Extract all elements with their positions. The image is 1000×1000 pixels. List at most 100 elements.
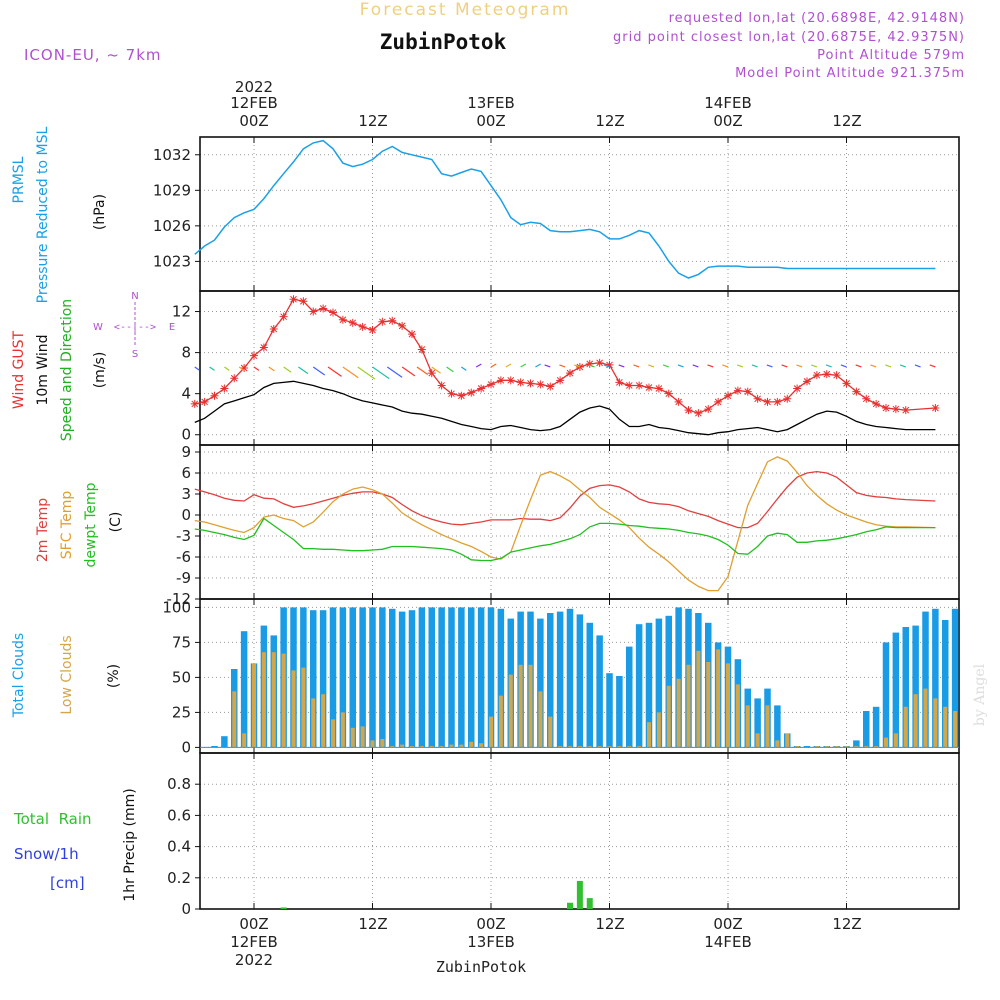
tick-top-4: 00Z [713, 112, 742, 130]
wind-unit: (m/s) [92, 352, 108, 389]
total-cloud-bar [932, 608, 939, 748]
ytick-label-3-2: 50 [172, 668, 191, 686]
total-cloud-bar [319, 610, 327, 748]
gust-marker [358, 322, 367, 331]
gust-marker [595, 358, 604, 367]
low-cloud-bar [943, 706, 948, 748]
date-label-top-0: 12FEB [230, 94, 277, 112]
wind-arrow [662, 364, 669, 368]
year-label-bottom: 2022 [235, 951, 273, 969]
compass-w: W [93, 322, 103, 333]
total-cloud-bar [240, 631, 248, 748]
gust-marker [417, 345, 426, 354]
gust-marker [891, 405, 900, 414]
low-cloud-bar [874, 746, 879, 748]
low-cloud-bar [271, 652, 276, 748]
low-cloud-bar [281, 653, 286, 748]
gust-marker [210, 391, 219, 400]
total-cloud-bar [487, 607, 495, 748]
total-cloud-bar [389, 608, 396, 748]
gust-marker [862, 394, 871, 403]
total-cloud-bar [566, 608, 574, 748]
ytick-label-3-4: 100 [162, 598, 191, 616]
wind-arrow [327, 366, 342, 377]
gust-marker [931, 404, 940, 413]
low-cloud-bar [419, 746, 424, 748]
pressure-msl-label: Pressure Reduced to MSL [35, 126, 51, 303]
gust-marker [496, 376, 505, 385]
total-cloud-bar [369, 607, 376, 748]
gust-marker [259, 343, 268, 352]
total-cloud-bar [655, 618, 663, 748]
ytick-label-4-4: 0.8 [167, 775, 191, 793]
year-label-top: 2022 [235, 78, 273, 96]
low-cloud-bar [331, 719, 335, 748]
ytick-label-2-1: -9 [176, 569, 191, 587]
low-cloud-bar [261, 652, 266, 748]
gust-marker [506, 376, 515, 385]
wind-arrow [811, 364, 818, 368]
wind-arrow [475, 363, 482, 368]
low-cloud-bar [459, 744, 464, 748]
gust-marker [467, 388, 476, 397]
ytick-label-0-3: 1032 [153, 146, 191, 164]
forecast-title: Forecast Meteogram [360, 0, 571, 20]
total-cloud-bar [596, 635, 603, 748]
ytick-label-2-0: -12 [167, 590, 192, 608]
pressure-line [194, 139, 936, 279]
low-cloud-bar [242, 733, 247, 748]
wind-arrow [520, 363, 527, 368]
wind-arrow [298, 366, 309, 375]
date-label-top-1: 13FEB [467, 94, 514, 112]
prmsl-label: PRMSL [11, 156, 27, 203]
tick-bottom-0: 00Z [239, 915, 268, 933]
total-cloud-bar [221, 736, 228, 748]
total-cloud-bar [556, 611, 564, 748]
ytick-label-4-3: 0.6 [167, 806, 191, 824]
low-cloud-bar [706, 662, 711, 748]
plot-layer: 102310261029103204812-12-9-6-30369025507… [153, 136, 960, 918]
clouds-unit: (%) [106, 664, 122, 688]
low-cloud-bar [350, 727, 355, 748]
wind-arrow [588, 364, 595, 368]
gust-marker [556, 376, 565, 385]
wind-arrow [722, 364, 729, 368]
model-altitude: Model Point Altitude 921.375m [735, 66, 965, 81]
low-cloud-bar [311, 698, 316, 748]
model-label: ICON-EU, ~ 7km [24, 46, 162, 64]
low-cloud-bar [903, 706, 908, 748]
ytick-label-3-1: 25 [172, 703, 191, 721]
ytick-label-2-7: 9 [181, 443, 191, 461]
wind-arrow [618, 364, 625, 368]
low-cloud-bar [607, 746, 612, 748]
gust-marker [368, 326, 377, 335]
temp-labels: 2m Temp SFC Temp dewpt Temp (C) [35, 482, 124, 567]
rain-bar [567, 902, 573, 909]
wind10m-label: 10m Wind [35, 334, 51, 405]
total-cloud-bar [912, 625, 919, 748]
ytick-label-1-2: 8 [181, 344, 191, 362]
wind-arrow [431, 366, 441, 374]
low-cloud-bar [785, 733, 790, 748]
total-cloud-bar [576, 614, 584, 748]
low-cloud-bar [410, 746, 414, 748]
gust-marker [338, 315, 347, 324]
requested-coords: requested lon,lat (20.6898E, 42.9148N) [669, 11, 965, 26]
gust-marker [635, 381, 644, 390]
low-cloud-bar [360, 726, 365, 748]
dewpt-label: dewpt Temp [83, 482, 99, 567]
wind-arrow [253, 366, 260, 371]
gust-marker [437, 381, 446, 390]
gust-marker [822, 370, 831, 379]
low-cloud-bar [735, 684, 740, 748]
gust-marker [664, 389, 673, 398]
wind-arrow [194, 366, 201, 371]
low-cloud-bar [884, 737, 888, 748]
low-cloud-bar [656, 712, 661, 748]
wind-arrow [416, 366, 429, 376]
total-cloud-bar [428, 607, 435, 748]
total-cloud-bar [468, 607, 475, 748]
total-cloud-bar [863, 711, 870, 748]
precip-labels: Total Rain Snow/1h [cm] 1hr Precip (mm) [13, 788, 138, 901]
